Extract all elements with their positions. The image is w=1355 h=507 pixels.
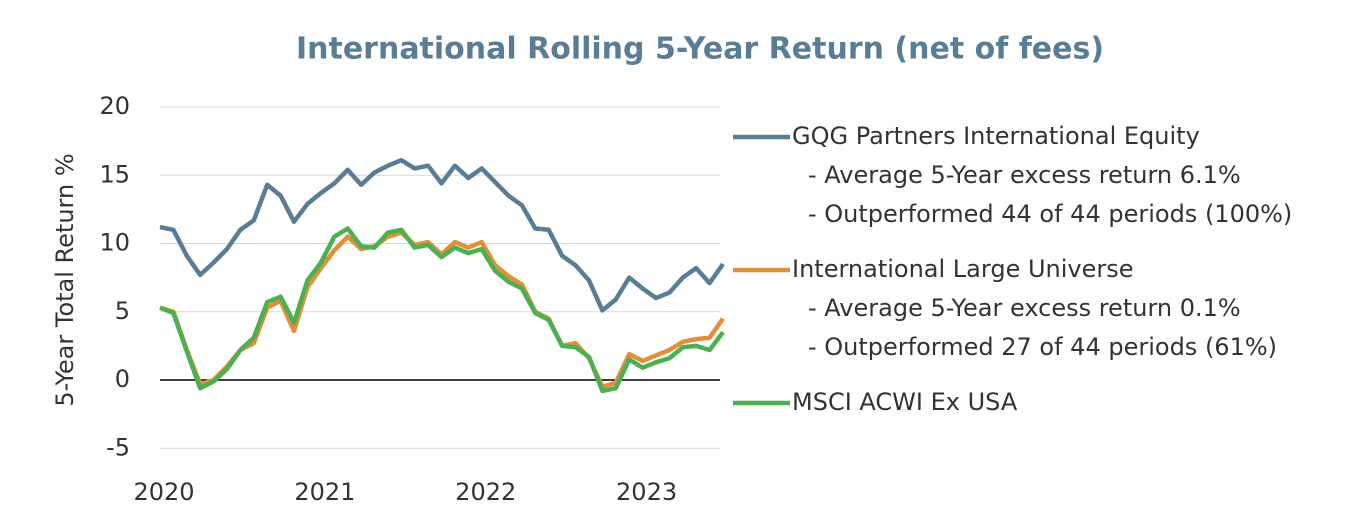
legend-note: - Outperformed 44 of 44 periods (100%) xyxy=(808,200,1292,228)
y-tick-label: 10 xyxy=(99,229,130,257)
legend-note: - Average 5-Year excess return 0.1% xyxy=(808,294,1241,322)
legend-label: MSCI ACWI Ex USA xyxy=(792,388,1018,416)
legend-note: - Outperformed 27 of 44 periods (61%) xyxy=(808,333,1277,361)
legend-label: International Large Universe xyxy=(792,255,1134,283)
y-tick-label: 5 xyxy=(115,297,130,325)
x-tick-label: 2020 xyxy=(133,478,194,506)
series-line xyxy=(159,226,725,394)
y-tick-label: 20 xyxy=(99,92,130,120)
series-line xyxy=(159,157,725,313)
y-tick-label: 15 xyxy=(99,160,130,188)
y-axis-label: 5-Year Total Return % xyxy=(51,153,79,406)
x-tick-label: 2022 xyxy=(455,478,516,506)
x-tick-label: 2021 xyxy=(294,478,355,506)
legend-note: - Average 5-Year excess return 6.1% xyxy=(808,161,1241,189)
x-tick-label: 2023 xyxy=(616,478,677,506)
y-tick-label: 0 xyxy=(115,365,130,393)
chart-title: International Rolling 5-Year Return (net… xyxy=(296,32,1104,67)
y-tick-label: -5 xyxy=(106,433,130,461)
legend-label: GQG Partners International Equity xyxy=(792,122,1200,150)
